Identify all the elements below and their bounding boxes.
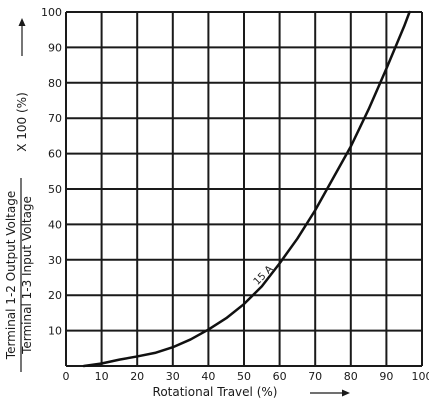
x-tick-label: 40 <box>201 370 215 383</box>
y-tick-label: 40 <box>48 218 62 231</box>
y-arrow-head <box>19 18 26 26</box>
x-tick-label: 100 <box>412 370 429 383</box>
x-tick-label: 20 <box>130 370 144 383</box>
y-tick-label: 30 <box>48 254 62 267</box>
y-axis-up-arrow-icon <box>19 18 26 56</box>
y-tick-label: 20 <box>48 289 62 302</box>
x-axis-right-arrow-icon <box>310 390 350 397</box>
grid-lines <box>66 12 422 366</box>
y-tick-label: 60 <box>48 148 62 161</box>
y-tick-label: 10 <box>48 325 62 338</box>
x-arrow-head <box>342 390 350 397</box>
x-tick-label: 60 <box>273 370 287 383</box>
x-tick-label: 90 <box>379 370 393 383</box>
y-tick-label: 70 <box>48 112 62 125</box>
y-axis-label-numerator: Terminal 1-2 Output Voltage <box>4 191 18 360</box>
y-axis-label-denominator: Terminal 1-3 Input Voltage <box>20 196 34 355</box>
tick-labels: 0 10 20 30 40 50 60 70 80 90 100 10 20 30 40 50 60 70 80 90… <box>41 6 429 383</box>
y-tick-label: 90 <box>48 41 62 54</box>
x-tick-label: 0 <box>63 370 70 383</box>
x-tick-label: 80 <box>344 370 358 383</box>
y-axis-multiplier: X 100 (%) <box>15 92 29 152</box>
y-tick-label: 100 <box>41 6 62 19</box>
x-tick-label: 30 <box>166 370 180 383</box>
y-tick-label: 50 <box>48 183 62 196</box>
x-tick-label: 10 <box>95 370 109 383</box>
x-tick-label: 70 <box>308 370 322 383</box>
y-tick-label: 80 <box>48 77 62 90</box>
x-axis-label: Rotational Travel (%) <box>153 385 278 399</box>
x-tick-label: 50 <box>237 370 251 383</box>
